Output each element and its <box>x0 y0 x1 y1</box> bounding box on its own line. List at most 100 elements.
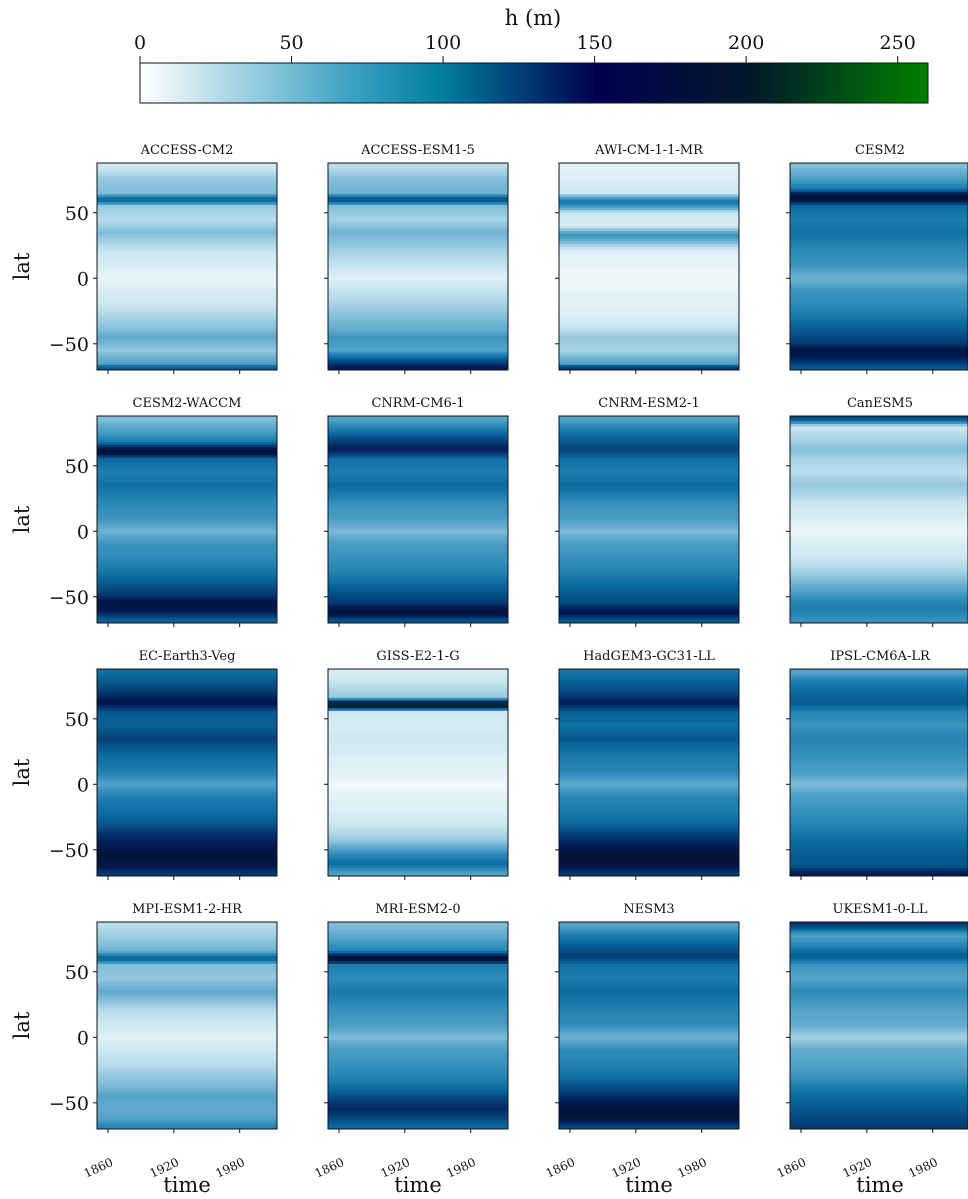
heatmap-band <box>559 225 739 230</box>
heatmap-band <box>790 705 968 709</box>
heatmap-band <box>559 671 739 675</box>
heatmap-band <box>328 810 508 814</box>
heatmap-band <box>328 940 508 944</box>
heatmap-band <box>790 1053 968 1057</box>
heatmap-band <box>559 823 739 827</box>
heatmap-band <box>97 700 277 704</box>
heatmap-band <box>790 765 968 770</box>
heatmap-band <box>328 771 508 775</box>
heatmap-band <box>790 291 968 295</box>
heatmap-band <box>97 294 277 298</box>
heatmap-band <box>328 335 508 340</box>
heatmap-band <box>790 499 968 504</box>
heatmap-band <box>328 718 508 722</box>
heatmap-band <box>790 710 968 715</box>
heatmap <box>328 922 508 1129</box>
heatmap-band <box>97 502 277 506</box>
colorbar: h (m) 0 50 100 150 200 250 <box>134 6 929 104</box>
heatmap-band <box>559 552 739 556</box>
heatmap-band <box>97 560 277 564</box>
heatmap-band <box>790 335 968 340</box>
heatmap-band <box>559 518 739 522</box>
heatmap-band <box>97 341 277 345</box>
heatmap-band <box>559 956 739 960</box>
heatmap-band <box>97 322 277 327</box>
heatmap-band <box>790 259 968 264</box>
heatmap-band <box>328 351 508 355</box>
heatmap-band <box>97 794 277 798</box>
heatmap-band <box>790 202 968 206</box>
heatmap-band <box>97 813 277 817</box>
heatmap-band <box>559 1005 739 1010</box>
heatmap-band <box>790 246 968 251</box>
heatmap-band <box>97 351 277 355</box>
heatmap-band <box>328 1039 508 1044</box>
heatmap-band <box>97 695 277 699</box>
heatmap-band <box>790 228 968 232</box>
colorbar-tick-label: 0 <box>134 32 146 54</box>
heatmap-band <box>328 1092 508 1096</box>
heatmap-band <box>328 744 508 749</box>
heatmap-band <box>328 852 508 856</box>
heatmap-band <box>559 181 739 185</box>
heatmap-band <box>328 1118 508 1122</box>
heatmap-band <box>328 1105 508 1109</box>
panel-frame <box>96 921 278 1130</box>
heatmap-band <box>97 1016 277 1020</box>
heatmap-band <box>97 679 277 683</box>
heatmap-band <box>559 356 739 361</box>
heatmap-band <box>790 977 968 981</box>
heatmap-band <box>97 602 277 606</box>
heatmap-band <box>559 460 739 464</box>
heatmap-band <box>559 312 739 316</box>
heatmap-band <box>790 557 968 561</box>
heatmap-band <box>97 210 277 214</box>
heatmap-band <box>790 275 968 279</box>
heatmap-band <box>790 708 968 712</box>
heatmap-band <box>790 507 968 511</box>
heatmap-band <box>559 839 739 843</box>
heatmap-band <box>97 771 277 775</box>
heatmap-band <box>790 520 968 525</box>
heatmap-band <box>790 1097 968 1101</box>
heatmap-band <box>559 325 739 329</box>
panel-frame <box>789 921 968 1130</box>
heatmap-band <box>559 1026 739 1031</box>
heatmap-band <box>328 330 508 334</box>
heatmap-band <box>790 218 968 222</box>
heatmap-band <box>97 1126 277 1129</box>
heatmap-band <box>97 604 277 608</box>
heatmap-band <box>328 463 508 467</box>
heatmap-band <box>328 362 508 366</box>
heatmap-band <box>328 465 508 469</box>
heatmap-band <box>559 191 739 196</box>
heatmap-band <box>328 924 508 928</box>
heatmap-band <box>328 455 508 459</box>
heatmap-band <box>559 354 739 358</box>
heatmap-band <box>97 596 277 601</box>
heatmap-band <box>559 950 739 955</box>
heatmap-band <box>97 1094 277 1099</box>
heatmap-band <box>790 684 968 688</box>
panel-title: ACCESS-ESM1-5 <box>360 143 475 158</box>
heatmap-band <box>559 1000 739 1004</box>
heatmap-band <box>559 163 739 167</box>
heatmap-band <box>790 491 968 496</box>
x-axis-label: time <box>625 1173 673 1197</box>
heatmap-band <box>328 868 508 872</box>
heatmap-band <box>559 771 739 775</box>
heatmap-band <box>559 186 739 190</box>
heatmap-band <box>97 439 277 443</box>
heatmap-band <box>328 562 508 566</box>
heatmap-band <box>97 1071 277 1075</box>
heatmap-band <box>790 549 968 553</box>
heatmap-band <box>790 721 968 725</box>
heatmap-band <box>97 755 277 759</box>
heatmap-band <box>97 1123 277 1127</box>
heatmap-band <box>790 940 968 944</box>
heatmap-band <box>559 679 739 683</box>
heatmap-band <box>790 578 968 582</box>
panel-frame <box>327 668 509 877</box>
heatmap-band <box>328 1058 508 1062</box>
heatmap-band <box>790 199 968 203</box>
